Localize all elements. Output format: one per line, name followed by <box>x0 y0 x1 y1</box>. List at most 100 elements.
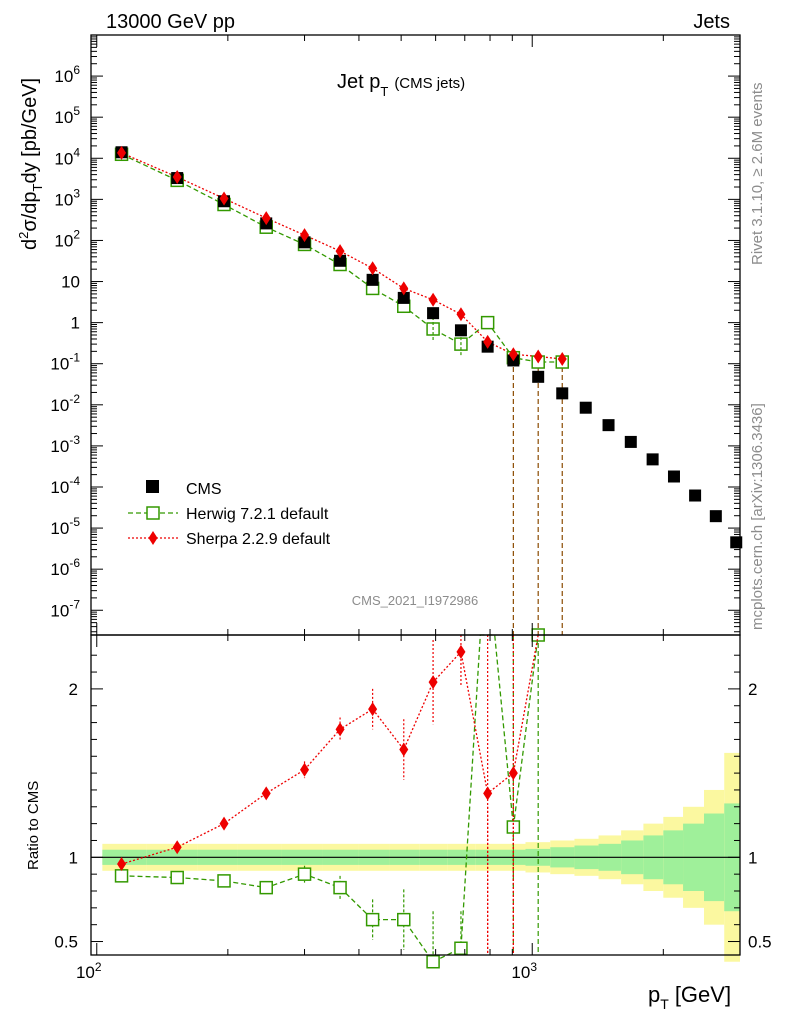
legend-marker-sherpa <box>148 531 158 545</box>
main-title-text: Jet p <box>337 71 380 93</box>
x-tick-label: 103 <box>511 960 537 982</box>
cms-point <box>646 453 659 466</box>
side-label-mcplots: mcplots.cern.ch [arXiv:1306.3436] <box>749 403 766 630</box>
sherpa-ratio-point <box>300 762 310 777</box>
herwig-ratio-point <box>454 941 468 956</box>
sherpa-ratio-point <box>399 742 409 757</box>
ratio-y-tick-label-left: 1 <box>69 848 78 867</box>
sherpa-point <box>261 211 271 226</box>
y-tick-label: 10-4 <box>50 474 80 497</box>
sherpa-ratio-point <box>261 786 271 801</box>
y-tick-label: 1 <box>71 314 80 333</box>
side-label-rivet: Rivet 3.1.10, ≥ 2.6M events <box>749 83 766 266</box>
sherpa-point <box>456 307 466 322</box>
legend: CMS Herwig 7.2.1 default Sherpa 2.2.9 de… <box>128 480 331 548</box>
ratio-y-tick-label-left: 0.5 <box>54 933 78 952</box>
herwig-ratio-point <box>217 874 231 888</box>
sherpa-ratio-line <box>121 634 539 865</box>
herwig-ratio-point <box>297 867 312 881</box>
sherpa-point <box>508 347 518 362</box>
sherpa-point <box>557 352 567 367</box>
cms-point <box>624 435 637 448</box>
cms-point <box>667 470 680 483</box>
x-axis-label-main: p <box>648 982 660 1007</box>
cms-point <box>298 236 311 249</box>
sherpa-point <box>300 228 310 243</box>
sherpa-point <box>219 191 229 206</box>
y-tick-label: 10-3 <box>50 433 80 456</box>
sherpa-ratio-point <box>368 702 378 717</box>
main-ylabel: d2σ/dpTdy [pb/GeV] <box>16 78 45 250</box>
ratio-y-tick-label-left: 2 <box>69 680 78 699</box>
herwig-ratio-point <box>426 954 440 969</box>
sherpa-point <box>335 244 345 259</box>
cms-point <box>579 401 592 414</box>
sherpa-point <box>399 281 409 296</box>
cms-point <box>334 254 347 267</box>
sherpa-ratio-point <box>335 722 345 737</box>
x-axis-label-unit: [GeV] <box>675 982 731 1007</box>
main-title: Jet pT (CMS jets) <box>337 71 465 99</box>
y-tick-label: 106 <box>54 63 80 86</box>
header-right: Jets <box>693 11 730 33</box>
header-left: 13000 GeV pp <box>106 11 235 33</box>
ratio-y-tick-label-right: 0.5 <box>748 933 772 952</box>
herwig-ratio-point <box>114 869 129 883</box>
y-tick-label: 10-7 <box>50 597 80 620</box>
cms-point <box>454 324 467 337</box>
herwig-point <box>480 315 495 330</box>
cms-point <box>602 419 615 432</box>
ratio-ylabel: Ratio to CMS <box>25 781 42 870</box>
watermark: CMS_2021_I1972986 <box>352 593 479 608</box>
x-tick-label: 102 <box>76 960 102 982</box>
cms-point <box>556 387 569 400</box>
cms-point <box>397 291 410 304</box>
legend-marker-cms <box>146 480 159 493</box>
main-title-note: (CMS jets) <box>394 75 465 92</box>
ratio-y-tick-label-right: 1 <box>748 848 757 867</box>
herwig-ratio-line <box>121 634 539 963</box>
y-tick-label: 104 <box>54 145 80 168</box>
y-tick-label: 102 <box>54 227 80 250</box>
sherpa-point <box>483 334 493 349</box>
cms-point <box>689 489 702 502</box>
cms-point <box>709 510 722 523</box>
cms-point <box>532 370 545 383</box>
y-tick-label: 10-2 <box>50 392 80 415</box>
y-tick-label: 105 <box>54 104 80 127</box>
legend-label-cms: CMS <box>186 481 222 498</box>
sherpa-ratio-point <box>456 644 466 659</box>
herwig-ratio-point <box>365 912 380 927</box>
x-axis-label: pT [GeV] <box>648 982 731 1012</box>
y-tick-label: 103 <box>54 186 80 209</box>
y-tick-label: 10-5 <box>50 515 80 538</box>
legend-marker-herwig <box>146 506 160 520</box>
sherpa-point <box>428 292 438 307</box>
sherpa-ratio-point <box>172 840 182 855</box>
sherpa-ratio-point <box>483 786 493 801</box>
sherpa-ratio-point <box>117 857 127 872</box>
herwig-ratio-point <box>259 880 273 895</box>
sherpa-point <box>533 349 543 364</box>
sherpa-point <box>172 170 182 185</box>
sherpa-point <box>117 145 127 160</box>
herwig-ratio-point <box>333 880 347 895</box>
herwig-ratio-point <box>397 912 411 927</box>
sherpa-point <box>368 261 378 276</box>
sherpa-ratio-point <box>219 816 229 831</box>
y-tick-label: 10-1 <box>50 351 80 374</box>
legend-label-sherpa: Sherpa 2.2.9 default <box>186 531 331 548</box>
cms-point <box>366 273 379 286</box>
cms-point <box>427 307 440 320</box>
y-tick-label: 10 <box>61 273 80 292</box>
cms-point <box>730 536 743 549</box>
sherpa-ratio-point <box>428 675 438 690</box>
ratio-frame <box>90 634 741 956</box>
y-tick-label: 10-6 <box>50 556 80 579</box>
ratio-y-tick-label-right: 2 <box>748 680 757 699</box>
x-axis-label-subscript: T <box>660 996 669 1012</box>
herwig-ratio-point <box>170 870 184 885</box>
sherpa-ratio-point <box>508 766 518 781</box>
